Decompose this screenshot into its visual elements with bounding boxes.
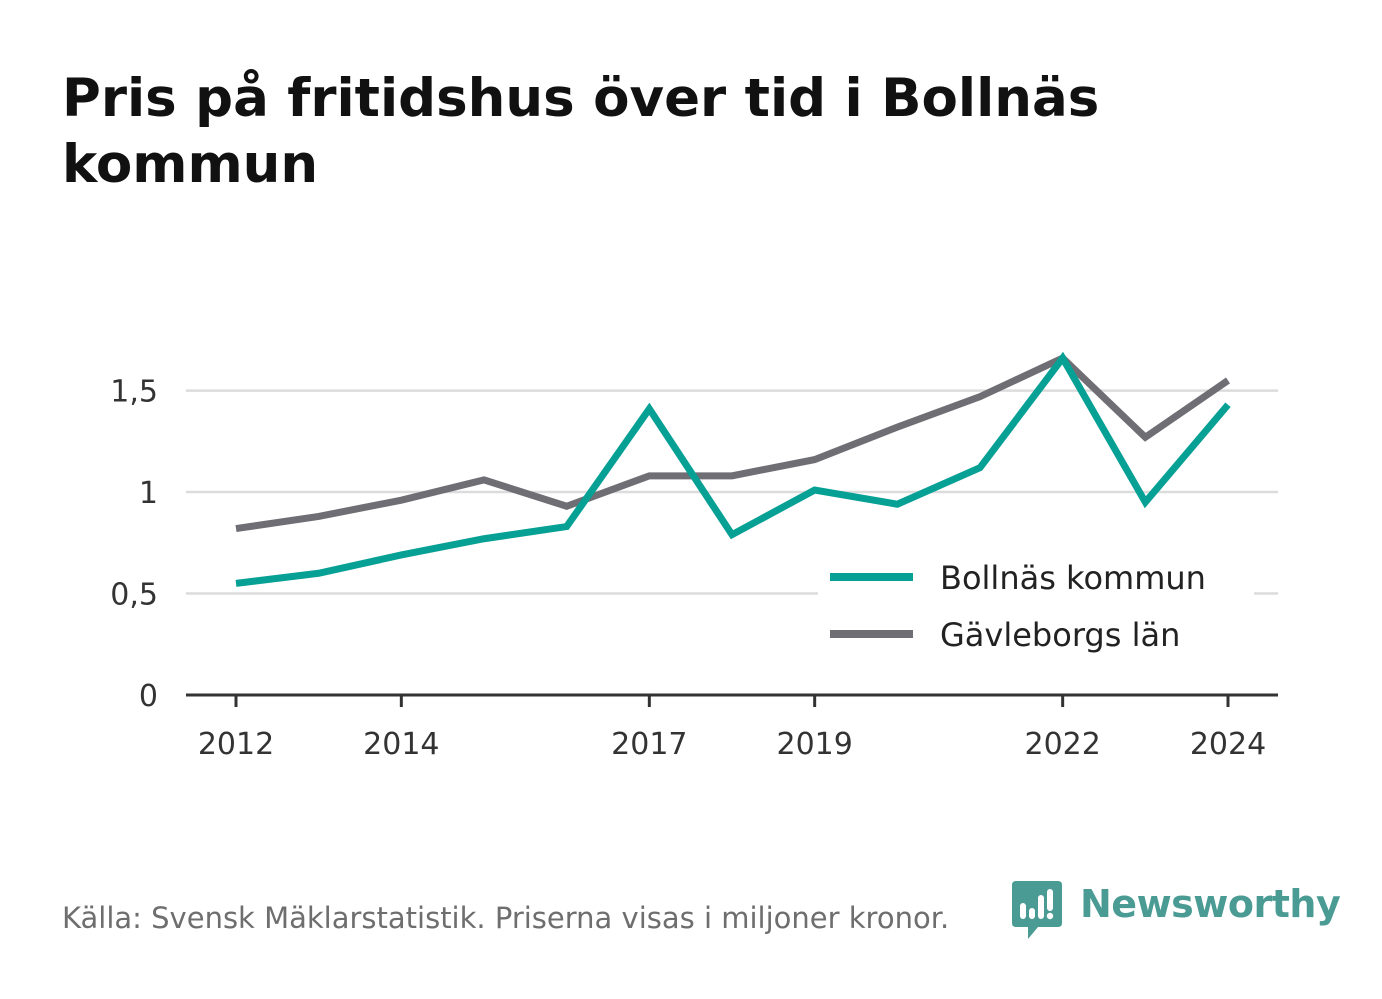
x-tick-label: 2022 [1024, 727, 1100, 762]
series-lines [235, 351, 1231, 587]
bar-chart-speech-bubble-icon [1012, 881, 1062, 939]
x-tick-label: 2017 [611, 727, 687, 762]
series-line-bollnas-kommun [235, 351, 1231, 587]
legend-label: Bollnäs kommun [940, 559, 1206, 597]
y-tick-label: 1,5 [110, 375, 158, 410]
y-tick-label: 0 [139, 679, 158, 714]
x-tick-label: 2024 [1190, 727, 1266, 762]
brand-logo: Newsworthy [1012, 879, 1342, 941]
x-tick-label: 2019 [776, 727, 852, 762]
source-note: Källa: Svensk Mäklarstatistik. Priserna … [62, 901, 950, 935]
y-tick-label: 1 [139, 476, 158, 511]
x-tick-label: 2012 [198, 727, 274, 762]
legend-background [818, 548, 1254, 666]
x-tick-label: 2014 [363, 727, 439, 762]
legend-label: Gävleborgs län [940, 616, 1180, 654]
legend: Bollnäs kommun Gävleborgs län [818, 548, 1254, 666]
y-tick-label: 0,5 [110, 578, 158, 613]
x-axis-ticks: 2012 2014 2017 2019 2022 2024 [198, 695, 1266, 762]
brand-name: Newsworthy [1080, 882, 1341, 926]
chart-title: Pris på fritidshus över tid i Bollnäs ko… [62, 68, 1100, 195]
y-axis-ticks: 0 0,5 1 1,5 [110, 375, 158, 714]
